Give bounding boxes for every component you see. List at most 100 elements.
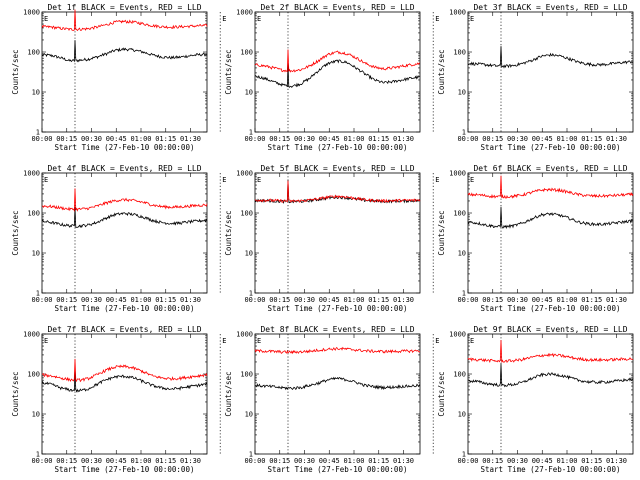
x-tick-label: 00:45 [106, 135, 127, 143]
event-marker-label: E [435, 15, 439, 23]
panel-2: Det 2f BLACK = Events, RED = LLD 1 10 100 10… [224, 3, 439, 152]
event-marker-label: E [435, 176, 439, 184]
x-tick-label: 00:00 [457, 296, 478, 304]
x-tick-label: 01:30 [180, 296, 201, 304]
panel-title: Det 8f BLACK = Events, RED = LLD [260, 325, 414, 334]
panel-title: Det 5f BLACK = Events, RED = LLD [260, 164, 414, 173]
x-tick-label: 00:30 [294, 135, 315, 143]
x-axis-label: Start Time (27-Feb-10 00:00:00) [55, 304, 195, 313]
x-tick-label: 01:00 [130, 135, 151, 143]
x-tick-label: 00:45 [319, 457, 340, 465]
plot-frame [41, 333, 208, 455]
panel-title: Det 7f BLACK = Events, RED = LLD [47, 325, 201, 334]
x-tick-label: 00:15 [269, 296, 290, 304]
x-tick-label: 01:00 [343, 457, 364, 465]
y-tick-label: 1000 [23, 170, 40, 178]
x-tick-label: 01:30 [606, 135, 627, 143]
x-tick-label: 01:30 [180, 457, 201, 465]
x-tick-label: 00:00 [457, 457, 478, 465]
y-tick-label: 1 [462, 290, 466, 298]
y-tick-label: 10 [458, 89, 466, 97]
y-axis-label: Counts/sec [11, 49, 20, 94]
plot-frame [467, 172, 634, 294]
x-tick-label: 00:30 [294, 296, 315, 304]
y-axis-label: Counts/sec [224, 49, 233, 94]
x-axis-label: Start Time (27-Feb-10 00:00:00) [55, 465, 195, 474]
y-tick-label: 100 [240, 49, 253, 57]
x-tick-label: 00:15 [56, 135, 77, 143]
x-tick-label: 00:00 [244, 135, 265, 143]
x-tick-label: 00:45 [532, 296, 553, 304]
series-line-lld [467, 339, 634, 364]
series-line-lld [467, 175, 634, 199]
event-marker-label: E [470, 337, 474, 345]
y-tick-label: 1 [462, 451, 466, 459]
y-tick-label: 10 [245, 250, 253, 258]
panel-7: Det 7f BLACK = Events, RED = LLD 1 10 100 10… [11, 325, 226, 474]
x-axis-label: Start Time (27-Feb-10 00:00:00) [268, 143, 408, 152]
plot-frame [254, 333, 421, 455]
y-tick-label: 100 [453, 371, 466, 379]
event-marker-label: E [257, 15, 261, 23]
series-line-lld [255, 180, 421, 204]
series-line-events [467, 363, 634, 388]
y-tick-label: 10 [245, 411, 253, 419]
y-tick-label: 1 [36, 129, 40, 137]
event-marker-label: E [44, 15, 48, 23]
x-axis-label: Start Time (27-Feb-10 00:00:00) [268, 465, 408, 474]
x-tick-label: 01:00 [556, 296, 577, 304]
x-tick-label: 00:00 [244, 457, 265, 465]
y-tick-label: 1000 [236, 170, 253, 178]
y-tick-label: 100 [27, 371, 40, 379]
event-marker-label: E [257, 337, 261, 345]
x-tick-label: 00:15 [56, 457, 77, 465]
plot-frame [254, 172, 421, 294]
panel-title: Det 2f BLACK = Events, RED = LLD [260, 3, 414, 12]
plot-frame [41, 11, 208, 133]
y-tick-label: 1000 [449, 170, 466, 178]
event-marker-label: E [435, 337, 439, 345]
panel-8: Det 8f BLACK = Events, RED = LLD 1 10 100 10… [224, 325, 439, 474]
x-axis-label: Start Time (27-Feb-10 00:00:00) [55, 143, 195, 152]
x-tick-label: 01:30 [393, 135, 414, 143]
panel-title: Det 6f BLACK = Events, RED = LLD [473, 164, 627, 173]
event-marker-label: E [470, 176, 474, 184]
x-tick-label: 00:30 [294, 457, 315, 465]
series-line-lld [254, 49, 421, 73]
y-tick-label: 10 [32, 89, 40, 97]
y-tick-label: 10 [458, 411, 466, 419]
y-tick-label: 1000 [449, 331, 466, 339]
y-tick-label: 1000 [236, 9, 253, 17]
x-tick-label: 01:15 [368, 135, 389, 143]
panel-4: Det 4f BLACK = Events, RED = LLD 1 10 100 10… [11, 164, 226, 313]
series-line-events [254, 180, 421, 205]
event-marker-label: E [222, 15, 226, 23]
x-tick-label: 01:30 [606, 457, 627, 465]
y-axis-label: Counts/sec [224, 371, 233, 416]
y-tick-label: 1000 [23, 331, 40, 339]
plot-frame [467, 11, 634, 133]
x-tick-label: 01:15 [368, 457, 389, 465]
series-line-events [254, 376, 421, 391]
panel-title: Det 9f BLACK = Events, RED = LLD [473, 325, 627, 334]
x-tick-label: 00:30 [81, 135, 102, 143]
x-tick-label: 00:00 [31, 296, 52, 304]
series-line-lld [254, 346, 421, 355]
plot-frame [254, 11, 421, 133]
y-tick-label: 10 [458, 250, 466, 258]
series-line-events [41, 40, 208, 63]
event-marker-label: E [44, 176, 48, 184]
x-tick-label: 00:45 [532, 135, 553, 143]
y-tick-label: 1 [249, 451, 253, 459]
y-tick-label: 10 [32, 411, 40, 419]
y-tick-label: 1 [249, 129, 253, 137]
x-tick-label: 00:45 [106, 296, 127, 304]
y-tick-label: 100 [453, 210, 466, 218]
x-tick-label: 01:15 [155, 457, 176, 465]
x-tick-label: 01:30 [180, 135, 201, 143]
y-axis-label: Counts/sec [437, 49, 446, 94]
x-axis-label: Start Time (27-Feb-10 00:00:00) [268, 304, 408, 313]
y-axis-label: Counts/sec [11, 371, 20, 416]
series-line-events [467, 206, 634, 229]
